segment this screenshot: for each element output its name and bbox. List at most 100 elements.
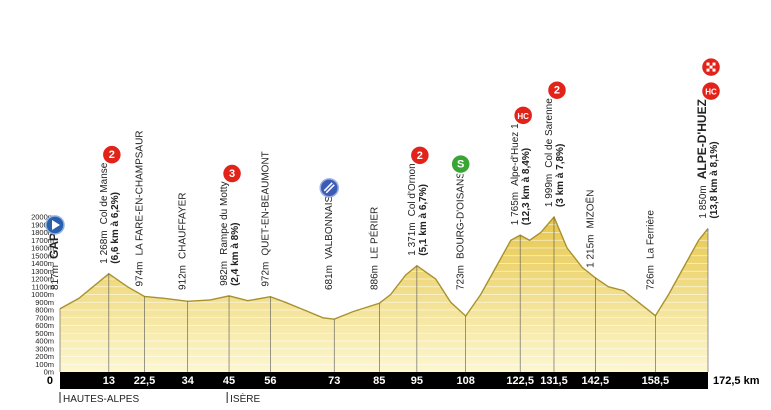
waypoint-altitude: 972m [260,262,271,287]
y-tick-label: 1000m [31,290,54,299]
waypoint-name: ALPE-D'HUEZ [695,99,709,179]
climb-badge [512,105,534,126]
waypoint-name: LE PÉRIER [367,207,380,259]
waypoint-name: Rampe du Motty [219,182,230,255]
climb-badge-label: 2 [417,150,423,162]
waypoint-altitude: 1 765m [510,192,521,225]
waypoint-label: 972m QUET-EN-BEAUMONT [260,151,271,286]
y-tick-label: 600m [35,321,54,330]
finish-square [709,65,713,69]
waypoint-name: GAP [47,233,61,259]
y-tick-label: 900m [35,298,54,307]
waypoint-altitude: 886m [369,265,380,290]
finish-square [712,62,716,66]
waypoint-label: 681m VALBONNAIS [324,195,335,290]
waypoint-altitude: 982m [219,261,230,286]
waypoint-name: Col de Manse [99,162,110,224]
x-tick-label: 56 [264,375,276,387]
x-tick-label: 122,5 [506,375,534,387]
x-tick-label: 34 [182,375,195,387]
x-tick-label: 142,5 [582,375,610,387]
climb-badge [546,79,568,101]
waypoint-detail: (5,1 km à 6,7%) [418,184,429,256]
y-tick-label: 2000m [31,213,54,222]
y-tick-label: 1900m [31,220,54,229]
climb-badge [221,163,243,184]
waypoint-label: 1 371m Col d'Ornon [407,163,418,255]
y-tick-label: 200m [35,352,54,361]
climb-badge [409,145,431,166]
waypoint-altitude: 726m [645,265,656,290]
y-tick-label: 800m [35,306,54,315]
profile-line [59,215,709,320]
waypoint-name: BOURG-D'OISANS [456,172,467,259]
y-tick-label: 1700m [31,236,54,245]
y-tick-label: 500m [35,329,54,338]
waypoint-label: 1 268m Col de Manse [99,162,110,263]
x-tick-label: 85 [373,375,385,387]
climb-badge-label: 2 [109,149,115,161]
waypoint-detail: (3 km à 7,8%) [555,144,566,207]
waypoint-label: 726m La Ferrière [645,210,656,290]
waypoint-label: 1 850m ALPE-D'HUEZ [695,99,709,219]
region-label: ISÈRE [230,392,260,405]
waypoint-altitude: 974m [135,261,146,286]
climb-badge [700,80,722,102]
x-tick-label: 108 [457,375,475,387]
climb-badge [101,144,123,165]
stripes [60,217,708,372]
climb-badge-label: HC [705,88,717,97]
waypoint-name: MIZOËN [584,190,596,229]
waypoint-label: 1 215m MIZOËN [584,190,596,268]
waypoint-altitude: 912m [178,265,189,290]
y-tick-label: 1100m [32,282,54,291]
waypoint-name: LA FARE-EN-CHAMPSAUR [135,130,146,255]
waypoint-name: Alpe-d'Huez 1 [510,123,521,186]
x-tick-label: 131,5 [540,375,568,387]
x-tick-label: 73 [328,375,340,387]
y-tick-label: 400m [35,337,54,346]
waypoint-name: CHAUFFAYER [178,192,189,259]
x-tick-label: 95 [411,375,423,387]
x-tick-label: 172,5 km [713,375,760,387]
start-arrow [52,219,60,230]
x-tick-label: 45 [223,375,235,387]
y-tick-label: 100m [35,360,54,369]
waypoint-altitude: 1 371m [407,222,418,255]
y-tick-label: 1800m [31,228,54,237]
waypoint-label: 817m GAP [47,233,61,290]
waypoint-label: 982m Rampe du Motty [219,182,230,286]
waypoint-label: 723m BOURG-D'OISANS [456,172,467,290]
waypoint-detail: (6,6 km à 6,2%) [110,192,121,264]
waypoint-name: Col de Sarenne [544,98,555,168]
waypoint-label: 912m CHAUFFAYER [178,192,189,290]
feed-icon [319,178,339,198]
climb-badge-label: S [457,159,464,171]
y-tick-label: 1400m [31,259,54,268]
waypoint-detail: (13,8 km à 8,1%) [709,141,720,218]
waypoint-altitude: 1 268m [99,230,110,263]
waypoint-label: 886m LE PÉRIER [367,207,380,290]
x-tick-label: 22,5 [134,375,155,387]
finish-square [712,68,716,72]
waypoint-label: 1 765m Alpe-d'Huez 1 [510,123,521,225]
climb-badge-label: 2 [554,85,560,97]
waypoint-detail: (12,3 km à 8,4%) [521,148,532,225]
waypoint-label: 1 999m Col de Sarenne [544,98,555,207]
y-tick-label: 700m [35,313,54,322]
finish-square [706,62,710,66]
climb-badge [450,153,471,175]
climb-badge-label: HC [517,112,529,121]
waypoint-altitude: 1 215m [585,234,596,267]
y-tick-label: 1600m [31,244,54,253]
waypoint-altitude: 723m [456,265,467,290]
finish-square [706,68,710,72]
climb-badge-label: 3 [229,168,235,180]
y-tick-label: 1300m [31,267,54,276]
region-label: HAUTES-ALPES [63,394,139,405]
x-tick-label: 0 [47,375,53,387]
waypoint-label: 974m LA FARE-EN-CHAMPSAUR [135,130,146,286]
x-tick-label: 158,5 [642,375,670,387]
distance-bar [60,372,708,389]
